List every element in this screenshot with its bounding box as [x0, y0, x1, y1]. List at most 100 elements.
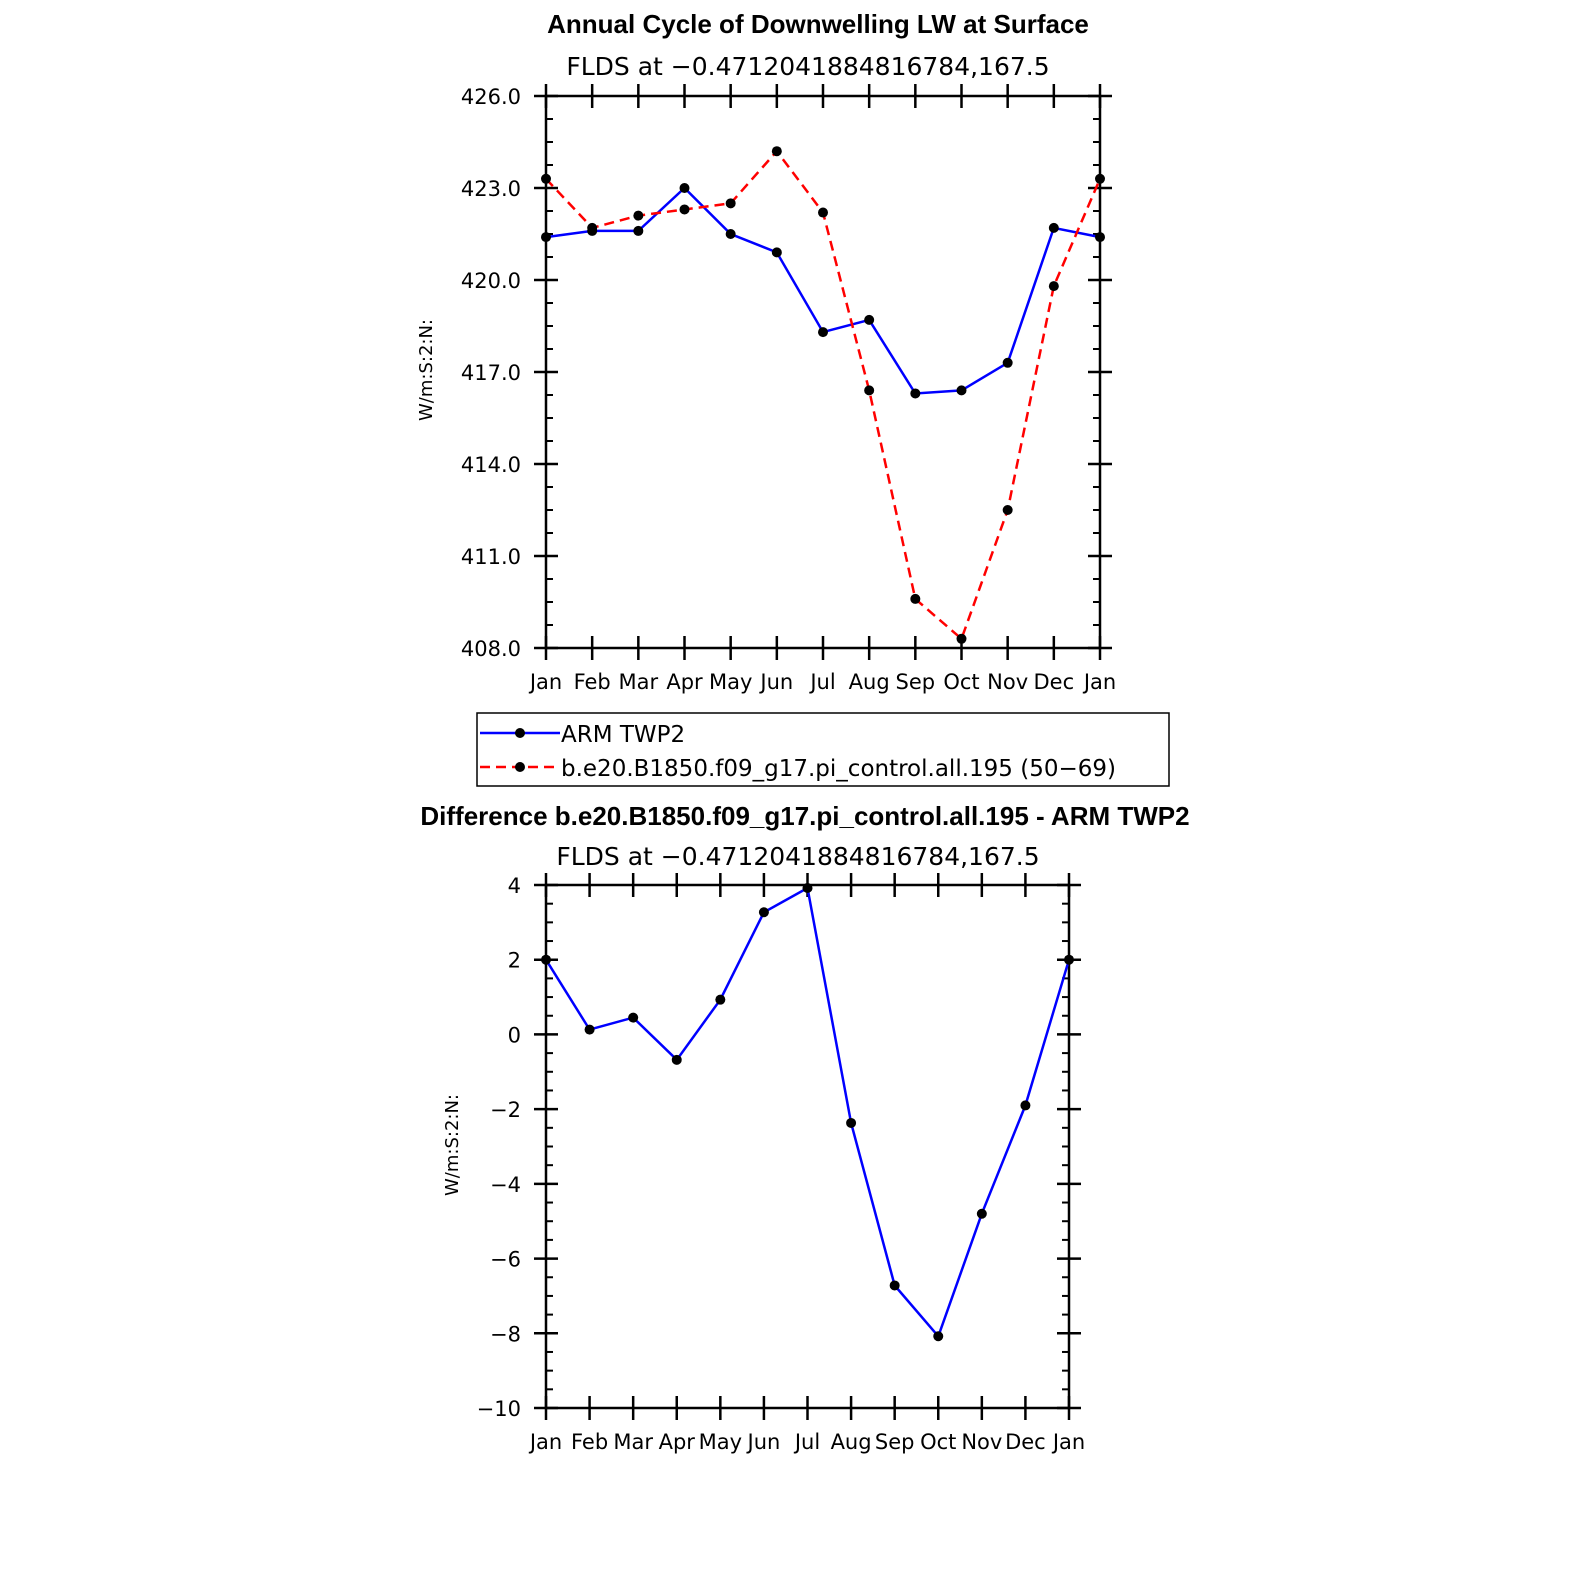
data-point	[1048, 281, 1059, 292]
y-tick-label: −4	[490, 1173, 521, 1197]
data-point	[679, 183, 690, 193]
chart-subtitle: FLDS at −0.4712041884816784,167.5	[566, 52, 1049, 81]
x-tick-label: Nov	[961, 1430, 1002, 1454]
data-point	[679, 204, 690, 215]
annual-cycle-chart: Annual Cycle of Downwelling LW at Surfac…	[416, 9, 1116, 694]
legend-label-model: b.e20.B1850.f09_g17.pi_control.all.195 (…	[561, 756, 1116, 782]
y-tick-label: −10	[477, 1397, 521, 1421]
data-point	[910, 593, 921, 604]
legend-label-obs: ARM TWP2	[561, 722, 685, 748]
data-point	[956, 385, 967, 396]
x-tick-label: May	[709, 670, 752, 694]
x-tick-labels: Jan Feb Mar Apr May Jun Jul Aug Sep Oct Nov Dec Jan	[528, 1430, 1085, 1454]
plot-frame	[544, 94, 1102, 650]
y-tick-label: 420.0	[461, 269, 521, 293]
data-point	[1095, 232, 1105, 243]
y-axis-label: W/m:S:2:N:	[442, 1094, 463, 1196]
legend: ARM TWP2 b.e20.B1850.f09_g17.pi_control.…	[476, 712, 1170, 787]
data-point	[715, 994, 726, 1005]
y-tick-label: 423.0	[461, 177, 521, 201]
y-tick-label: 417.0	[461, 361, 521, 385]
y-tick-label: 426.0	[461, 85, 521, 109]
y-tick-label: 411.0	[461, 545, 521, 569]
x-tick-label: Jun	[746, 1430, 781, 1454]
x-tick-label: May	[699, 1430, 742, 1454]
data-point	[864, 385, 875, 396]
x-tick-label: Jul	[793, 1430, 820, 1454]
y-axis-label: W/m:S:2:N:	[416, 319, 437, 421]
data-point	[541, 173, 551, 184]
axis-ticks	[534, 873, 1081, 1420]
data-point	[587, 222, 598, 233]
data-point	[725, 229, 736, 239]
data-point	[541, 232, 551, 243]
data-point	[846, 1117, 857, 1128]
data-point	[802, 882, 813, 893]
legend-box	[476, 712, 1170, 787]
data-point	[1002, 357, 1013, 368]
x-tick-label: Mar	[619, 670, 659, 694]
x-tick-label: Jan	[528, 670, 562, 694]
x-tick-label: Feb	[571, 1430, 608, 1454]
x-tick-label: Apr	[659, 1430, 696, 1454]
x-tick-label: Jan	[528, 1430, 562, 1454]
y-tick-label: −2	[490, 1098, 521, 1122]
y-tick-label: 414.0	[461, 453, 521, 477]
x-tick-label: Dec	[1034, 670, 1075, 694]
data-point	[584, 1024, 595, 1035]
chart-title: Difference b.e20.B1850.f09_g17.pi_contro…	[420, 801, 1189, 831]
x-tick-label: Nov	[987, 670, 1028, 694]
data-point	[671, 1054, 682, 1065]
x-tick-label: Dec	[1005, 1430, 1046, 1454]
axis-ticks	[534, 84, 1112, 660]
x-tick-label: Aug	[849, 670, 890, 694]
data-point	[1048, 222, 1059, 233]
chart-title: Annual Cycle of Downwelling LW at Surfac…	[547, 9, 1089, 39]
x-tick-label: Mar	[613, 1430, 653, 1454]
x-tick-label: Jan	[1082, 670, 1116, 694]
data-point	[1064, 954, 1074, 965]
legend-marker-obs	[515, 728, 525, 738]
data-point	[1095, 173, 1105, 184]
data-series	[541, 146, 1105, 644]
data-series	[541, 882, 1074, 1342]
data-point	[758, 907, 769, 918]
y-tick-labels: 408.0 411.0 414.0 417.0 420.0 423.0 426.0	[461, 85, 521, 661]
data-point	[956, 633, 967, 644]
data-point	[771, 247, 782, 258]
x-tick-labels: Jan Feb Mar Apr May Jun Jul Aug Sep Oct Nov Dec Jan	[528, 670, 1116, 694]
x-tick-label: Aug	[831, 1430, 872, 1454]
chart-subtitle: FLDS at −0.4712041884816784,167.5	[556, 842, 1039, 871]
data-point	[910, 388, 921, 399]
x-tick-label: Oct	[920, 1430, 956, 1454]
data-point	[771, 146, 782, 157]
data-point	[725, 198, 736, 209]
data-point	[976, 1208, 987, 1219]
data-point	[628, 1012, 639, 1023]
y-tick-label: −8	[490, 1322, 521, 1346]
series-line-0	[544, 886, 1071, 1339]
y-tick-label: 2	[508, 949, 521, 973]
y-tick-label: 408.0	[461, 637, 521, 661]
data-point	[818, 207, 828, 218]
plot-frame	[544, 883, 1071, 1410]
data-point	[1020, 1100, 1031, 1111]
x-tick-label: Sep	[896, 670, 936, 694]
y-tick-label: 0	[508, 1023, 521, 1047]
x-tick-label: Sep	[875, 1430, 915, 1454]
data-point	[633, 210, 644, 221]
y-tick-labels: −10 −8 −6 −4 −2 0 2 4	[477, 874, 521, 1421]
series-line-1	[545, 149, 1102, 641]
data-point	[933, 1331, 944, 1342]
data-point	[864, 314, 875, 325]
x-tick-label: Jun	[758, 670, 793, 694]
x-tick-label: Jan	[1051, 1430, 1085, 1454]
x-tick-label: Apr	[666, 670, 703, 694]
data-point	[889, 1280, 900, 1291]
x-tick-label: Jul	[808, 670, 835, 694]
data-point	[541, 954, 551, 965]
data-point	[818, 327, 828, 338]
y-tick-label: 4	[508, 874, 521, 898]
legend-marker-model	[515, 762, 525, 772]
